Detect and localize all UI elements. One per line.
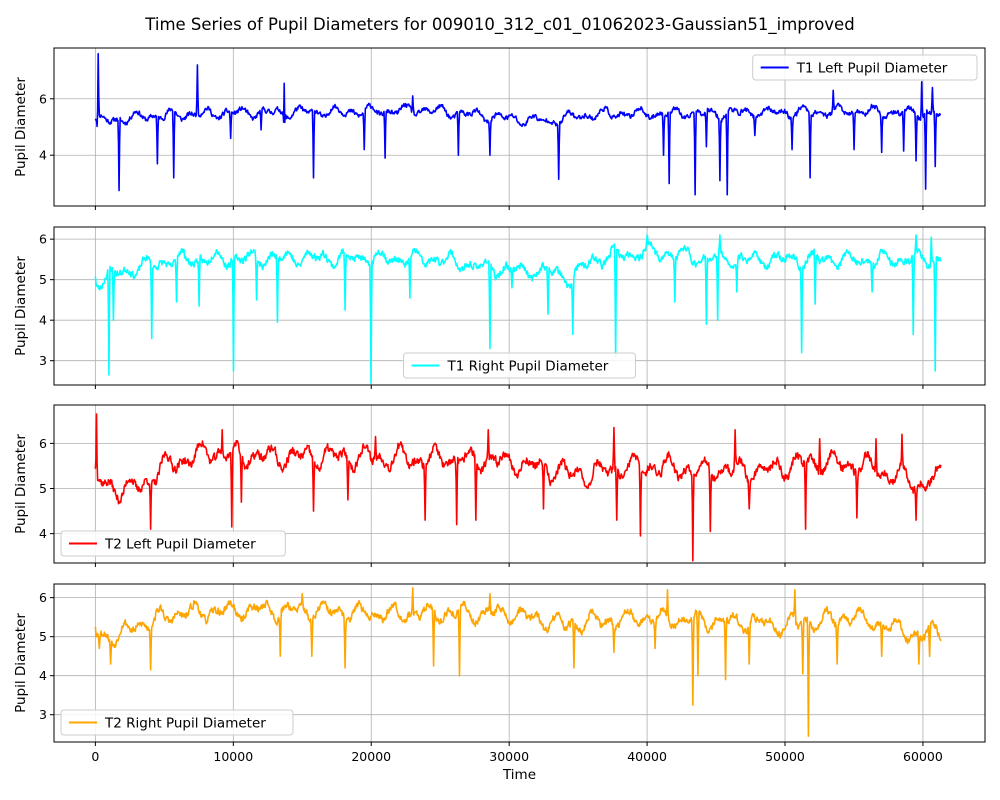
subplot-t1-right-pupil-diameter: 3 4 5 6 Pupil Diameter T1 Right Pupil Diamete… (13, 226, 986, 389)
y-axis-label: Pupil Diameter (13, 256, 29, 356)
y-tick-label: 6 (39, 91, 47, 106)
x-tick-label: 20000 (351, 749, 391, 764)
legend-box (752, 54, 978, 81)
subplot-t2-left-pupil-diameter: 4 5 6 Pupil Diameter T2 Left Pupil Diameter (13, 404, 986, 567)
x-tick-label: 10000 (213, 749, 253, 764)
y-axis-label: Pupil Diameter (13, 77, 29, 177)
legend-t2-left-pupil-diameter: T2 Left Pupil Diameter (60, 530, 286, 557)
y-tick-label: 4 (39, 313, 47, 328)
y-axis-label: Pupil Diameter (13, 434, 29, 534)
figure-title: Time Series of Pupil Diameters for 00901… (144, 15, 854, 35)
subplot-t2-right-pupil-diameter: 3 4 5 6 0 10000 20000 30000 40000 50000 60000 Pupil… (13, 583, 986, 783)
y-tick-label: 6 (39, 436, 47, 451)
x-tick-label: 40000 (627, 749, 667, 764)
subplot-t1-left-pupil-diameter: 4 6 Pupil Diameter T1 Left Pupil Diameter (13, 47, 986, 210)
axes-frame (53, 583, 986, 743)
legend-label: T2 Right Pupil Diameter (104, 716, 266, 732)
y-tick-label: 3 (39, 353, 47, 368)
series-line-t2-left-pupil-diameter (94, 413, 942, 562)
y-tick-label: 6 (39, 232, 47, 247)
y-tick-label: 4 (39, 526, 47, 541)
legend-label: T1 Right Pupil Diameter (447, 359, 609, 375)
y-tick-label: 5 (39, 629, 47, 644)
series-line-t1-left-pupil-diameter (94, 52, 942, 196)
y-tick-label: 4 (39, 668, 47, 683)
axes-frame (53, 404, 986, 564)
series-line-t1-right-pupil-diameter (94, 234, 942, 384)
x-tick-label: 50000 (765, 749, 805, 764)
x-tick-label: 30000 (489, 749, 529, 764)
x-axis-label: Time (502, 767, 536, 783)
legend-t1-left-pupil-diameter: T1 Left Pupil Diameter (752, 54, 978, 81)
legend-box (403, 352, 636, 379)
legend-t1-right-pupil-diameter: T1 Right Pupil Diameter (403, 352, 636, 379)
axes-frame (53, 47, 986, 207)
y-tick-label: 3 (39, 707, 47, 722)
legend-label: T2 Left Pupil Diameter (104, 537, 256, 553)
y-tick-label: 6 (39, 590, 47, 605)
y-tick-label: 4 (39, 148, 47, 163)
x-tick-label: 0 (91, 749, 99, 764)
y-tick-label: 5 (39, 481, 47, 496)
y-tick-label: 5 (39, 272, 47, 287)
legend-label: T1 Left Pupil Diameter (796, 61, 948, 77)
legend-box (60, 530, 286, 557)
series-line-t2-right-pupil-diameter (94, 587, 942, 737)
legend-box (60, 709, 294, 736)
legend-t2-right-pupil-diameter: T2 Right Pupil Diameter (60, 709, 294, 736)
subplot-stack: 4 6 Pupil Diameter T1 Left Pupil Diameter 3 4… (13, 47, 986, 783)
y-axis-label: Pupil Diameter (13, 613, 29, 713)
axes-frame (53, 226, 986, 386)
x-tick-label: 60000 (903, 749, 943, 764)
